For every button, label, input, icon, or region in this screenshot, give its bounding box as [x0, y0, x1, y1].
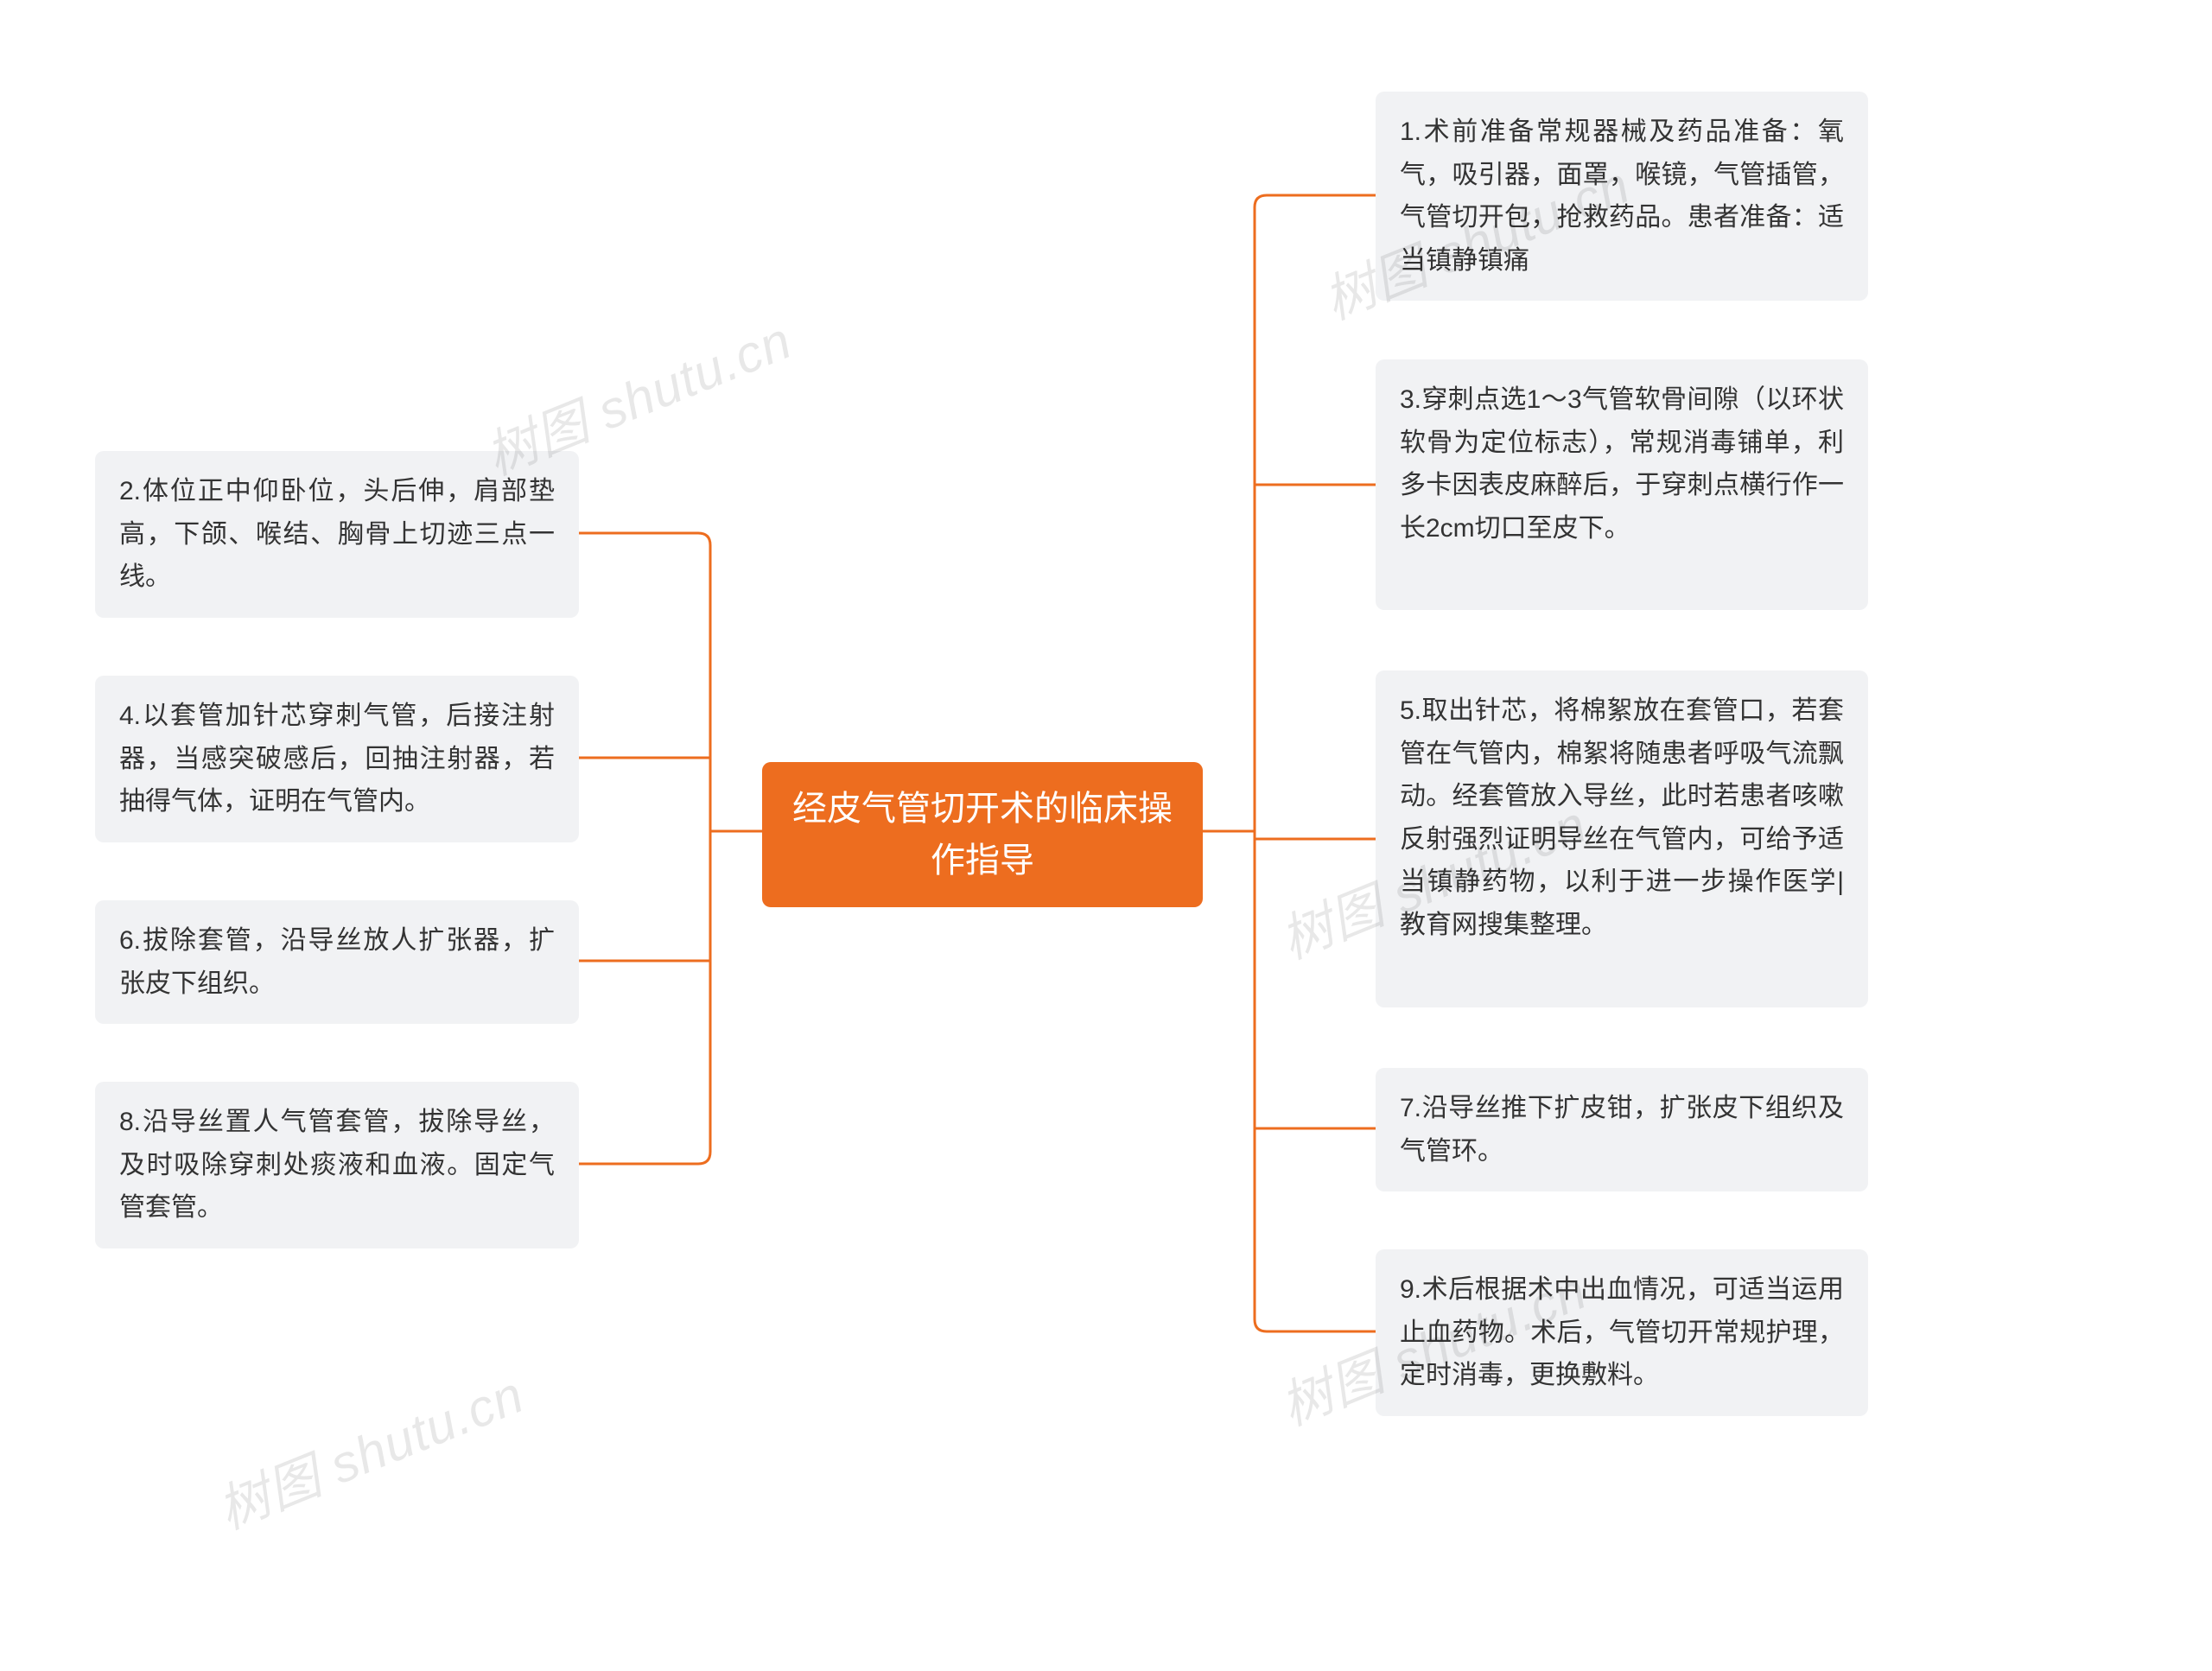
left-leaf-node: 4.以套管加针芯穿刺气管，后接注射器，当感突破感后，回抽注射器，若抽得气体，证明…: [95, 676, 579, 842]
leaf-node-text: 8.沿导丝置人气管套管，拔除导丝，及时吸除穿刺处痰液和血液。固定气管套管。: [119, 1108, 555, 1222]
left-leaf-node: 6.拔除套管，沿导丝放人扩张器，扩张皮下组织。: [95, 900, 579, 1024]
left-leaf-node: 8.沿导丝置人气管套管，拔除导丝，及时吸除穿刺处痰液和血液。固定气管套管。: [95, 1082, 579, 1248]
center-node: 经皮气管切开术的临床操作指导: [762, 762, 1203, 907]
connector-path: [579, 831, 710, 1164]
center-node-text: 经皮气管切开术的临床操作指导: [788, 783, 1177, 886]
watermark: 树图 shutu.cn: [205, 1353, 533, 1544]
leaf-node-text: 4.以套管加针芯穿刺气管，后接注射器，当感突破感后，回抽注射器，若抽得气体，证明…: [119, 702, 555, 816]
leaf-node-text: 7.沿导丝推下扩皮钳，扩张皮下组织及气管环。: [1400, 1094, 1844, 1166]
leaf-node-text: 6.拔除套管，沿导丝放人扩张器，扩张皮下组织。: [119, 926, 555, 998]
connector-path: [579, 533, 710, 831]
leaf-node-text: 3.穿刺点选1～3气管软骨间隙（以环状软骨为定位标志），常规消毒铺单，利多卡因表…: [1400, 385, 1844, 543]
watermark: 树图 shutu.cn: [473, 299, 801, 490]
right-leaf-node: 7.沿导丝推下扩皮钳，扩张皮下组织及气管环。: [1376, 1068, 1868, 1191]
leaf-node-text: 2.体位正中仰卧位，头后伸，肩部垫高，下颌、喉结、胸骨上切迹三点一线。: [119, 477, 555, 591]
mindmap-canvas: { "type": "mindmap", "layout": "horizont…: [0, 0, 2212, 1671]
right-leaf-node: 3.穿刺点选1～3气管软骨间隙（以环状软骨为定位标志），常规消毒铺单，利多卡因表…: [1376, 359, 1868, 610]
